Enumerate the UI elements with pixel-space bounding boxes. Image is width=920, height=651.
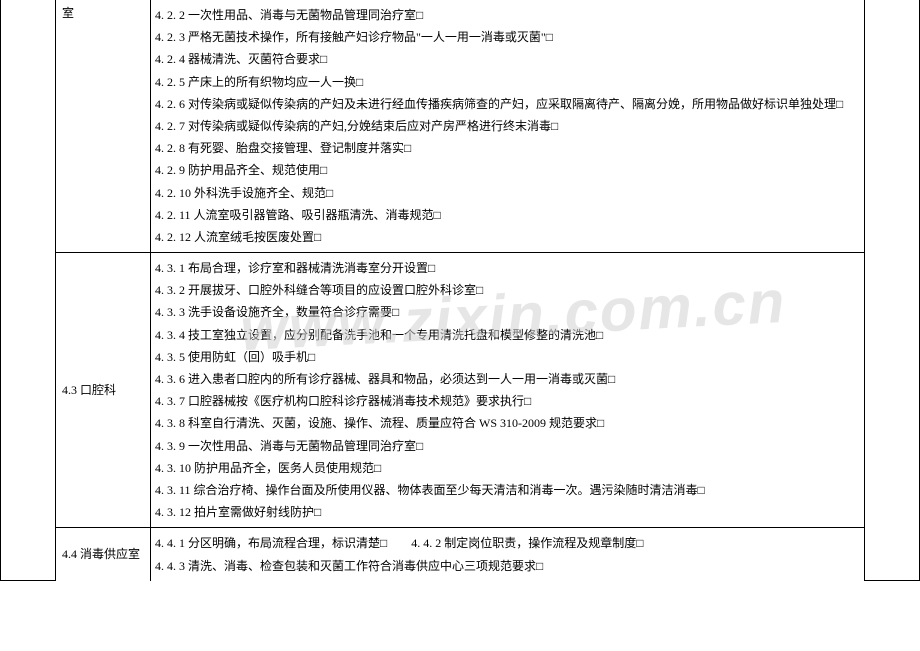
table-row: 室 4. 2. 2 一次性用品、消毒与无菌物品管理同治疗室□ 4. 2. 3 严… [1, 0, 920, 253]
list-item: 4. 2. 12 人流室绒毛按医废处置□ [155, 226, 858, 248]
list-item: 4. 2. 6 对传染病或疑似传染病的产妇及未进行经血传播疾病筛查的产妇，应采取… [155, 93, 858, 115]
list-item: 4. 3. 7 口腔器械按《医疗机构口腔科诊疗器械消毒技术规范》要求执行□ [155, 390, 858, 412]
list-item: 4. 3. 3 洗手设备设施齐全，数量符合诊疗需要□ [155, 301, 858, 323]
list-item: 4. 2. 9 防护用品齐全、规范使用□ [155, 159, 858, 181]
list-item: 4. 3. 6 进入患者口腔内的所有诊疗器械、器具和物品，必须达到一人一用一消毒… [155, 368, 858, 390]
section-43-label: 4.3 口腔科 [56, 253, 151, 528]
section-44-content: 4. 4. 1 分区明确，布局流程合理，标识清楚□ 4. 4. 2 制定岗位职责… [151, 528, 865, 581]
inspection-table: 室 4. 2. 2 一次性用品、消毒与无菌物品管理同治疗室□ 4. 2. 3 严… [0, 0, 920, 581]
list-item: 4. 3. 9 一次性用品、消毒与无菌物品管理同治疗室□ [155, 435, 858, 457]
table-row: 4.4 消毒供应室 4. 4. 1 分区明确，布局流程合理，标识清楚□ 4. 4… [1, 528, 920, 581]
list-item: 4. 2. 10 外科洗手设施齐全、规范□ [155, 182, 858, 204]
section-42-label-tail: 室 [56, 0, 151, 253]
list-item: 4. 3. 10 防护用品齐全，医务人员使用规范□ [155, 457, 858, 479]
list-item: 4. 2. 7 对传染病或疑似传染病的产妇,分娩结束后应对产房严格进行终末消毒□ [155, 115, 858, 137]
list-item: 4. 4. 1 分区明确，布局流程合理，标识清楚□ 4. 4. 2 制定岗位职责… [155, 532, 858, 554]
table-row: 4.3 口腔科 4. 3. 1 布局合理，诊疗室和器械清洗消毒室分开设置□ 4.… [1, 253, 920, 528]
right-blank-cell [865, 0, 920, 581]
list-item: 4. 3. 2 开展拔牙、口腔外科缝合等项目的应设置口腔外科诊室□ [155, 279, 858, 301]
list-item: 4. 2. 2 一次性用品、消毒与无菌物品管理同治疗室□ [155, 4, 858, 26]
list-item: 4. 3. 12 拍片室需做好射线防护□ [155, 501, 858, 523]
list-item: 4. 3. 8 科室自行清洗、灭菌，设施、操作、流程、质量应符合 WS 310-… [155, 412, 858, 434]
list-item: 4. 2. 11 人流室吸引器管路、吸引器瓶清洗、消毒规范□ [155, 204, 858, 226]
section-44-label: 4.4 消毒供应室 [56, 528, 151, 581]
section-43-content: 4. 3. 1 布局合理，诊疗室和器械清洗消毒室分开设置□ 4. 3. 2 开展… [151, 253, 865, 528]
list-item: 4. 2. 4 器械清洗、灭菌符合要求□ [155, 48, 858, 70]
list-item: 4. 4. 3 清洗、消毒、检查包装和灭菌工作符合消毒供应中心三项规范要求□ [155, 555, 858, 577]
list-item: 4. 3. 5 使用防虹（回）吸手机□ [155, 346, 858, 368]
list-item: 4. 2. 3 严格无菌技术操作，所有接触产妇诊疗物品"一人一用一消毒或灭菌"□ [155, 26, 858, 48]
list-item: 4. 2. 5 产床上的所有织物均应一人一换□ [155, 71, 858, 93]
list-item: 4. 3. 4 技工室独立设置，应分别配备洗手池和一个专用清洗托盘和模型修整的清… [155, 324, 858, 346]
list-item: 4. 2. 8 有死婴、胎盘交接管理、登记制度并落实□ [155, 137, 858, 159]
list-item: 4. 3. 11 综合治疗椅、操作台面及所使用仪器、物体表面至少每天清洁和消毒一… [155, 479, 858, 501]
section-42-content: 4. 2. 2 一次性用品、消毒与无菌物品管理同治疗室□ 4. 2. 3 严格无… [151, 0, 865, 253]
left-blank-cell [1, 0, 56, 581]
list-item: 4. 3. 1 布局合理，诊疗室和器械清洗消毒室分开设置□ [155, 257, 858, 279]
